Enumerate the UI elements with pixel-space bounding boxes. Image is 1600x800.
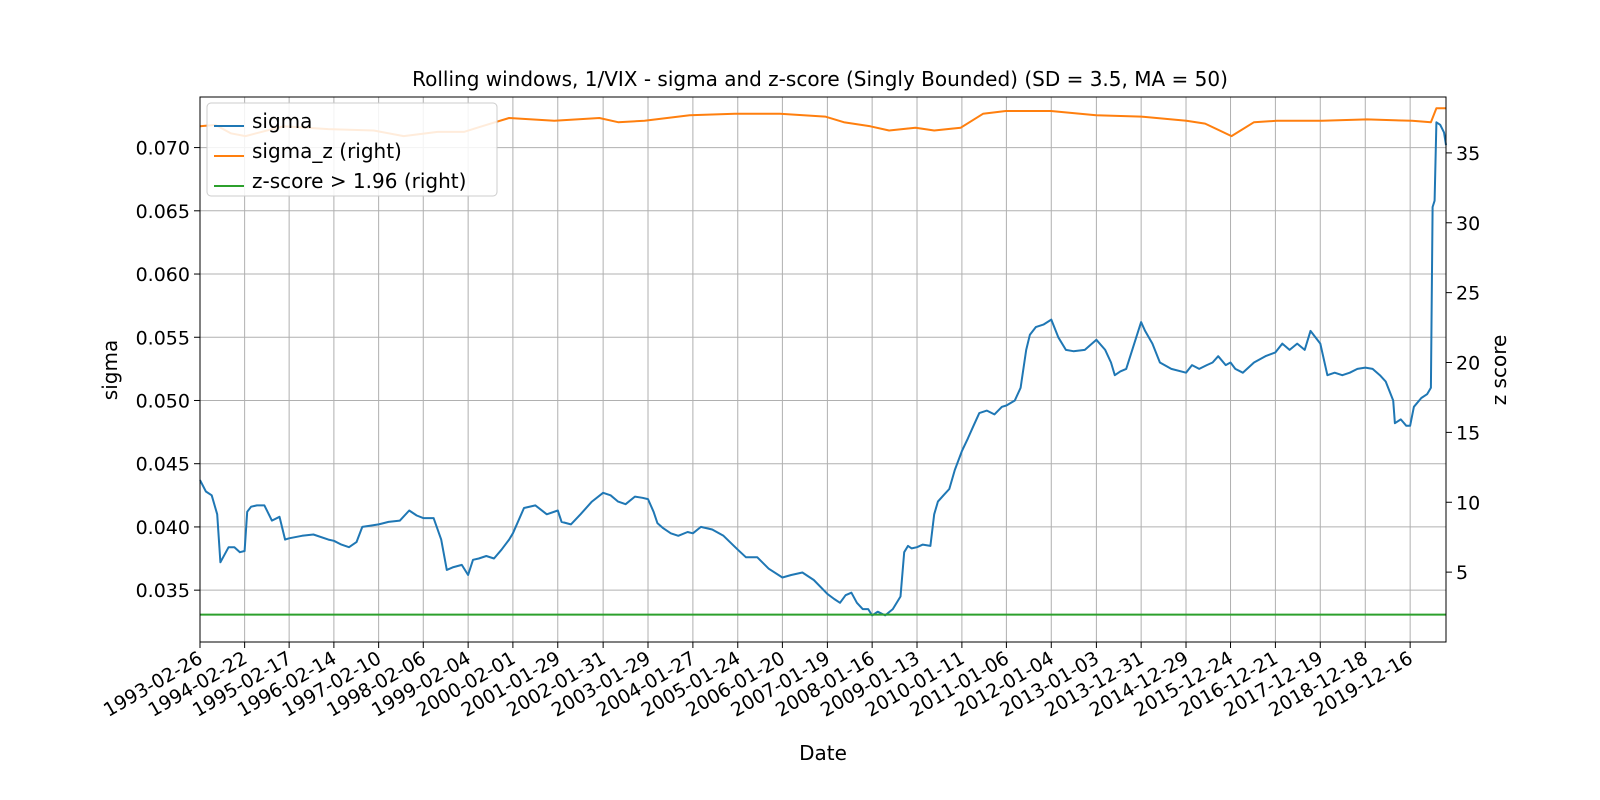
y-left-tick-label: 0.055 bbox=[136, 327, 190, 349]
y-right-tick-label: 35 bbox=[1456, 143, 1480, 165]
legend: sigma sigma_z (right) z-score > 1.96 (righ… bbox=[206, 102, 498, 197]
series-line-0 bbox=[199, 121, 1447, 617]
y-left-tick-label: 0.035 bbox=[136, 580, 190, 602]
plot-frame bbox=[199, 96, 1447, 643]
y-left-tick-label: 0.040 bbox=[136, 517, 190, 539]
y-right-tick-label: 15 bbox=[1456, 422, 1480, 444]
y-left-tick-label: 0.060 bbox=[136, 264, 190, 286]
x-axis: 1993-02-261994-02-221995-02-171996-02-14… bbox=[100, 642, 1417, 722]
y-axis-right: 5 10 15 20 25 30 35 bbox=[1446, 143, 1480, 584]
y-left-tick-label: 0.045 bbox=[136, 454, 190, 476]
y-right-tick-label: 10 bbox=[1456, 492, 1480, 514]
chart-title: Rolling windows, 1/VIX - sigma and z-sco… bbox=[412, 67, 1228, 91]
y-axis-right-label: z score bbox=[1487, 335, 1511, 406]
legend-label: z-score > 1.96 (right) bbox=[252, 169, 466, 193]
y-right-tick-label: 5 bbox=[1456, 562, 1468, 584]
legend-box bbox=[206, 102, 498, 197]
y-axis-left: 0.035 0.040 0.045 0.050 0.055 0.060 0.065 0.070 bbox=[136, 138, 200, 602]
y-right-tick-label: 30 bbox=[1456, 213, 1480, 235]
y-right-tick-label: 20 bbox=[1456, 353, 1480, 375]
y-right-tick-label: 25 bbox=[1456, 283, 1480, 305]
y-left-tick-label: 0.065 bbox=[136, 201, 190, 223]
x-axis-label: Date bbox=[799, 741, 847, 765]
y-left-tick-label: 0.050 bbox=[136, 390, 190, 412]
y-left-tick-label: 0.070 bbox=[136, 138, 190, 160]
legend-label: sigma_z (right) bbox=[252, 139, 402, 163]
y-axis-left-label: sigma bbox=[98, 340, 122, 400]
legend-label: sigma bbox=[252, 109, 312, 133]
